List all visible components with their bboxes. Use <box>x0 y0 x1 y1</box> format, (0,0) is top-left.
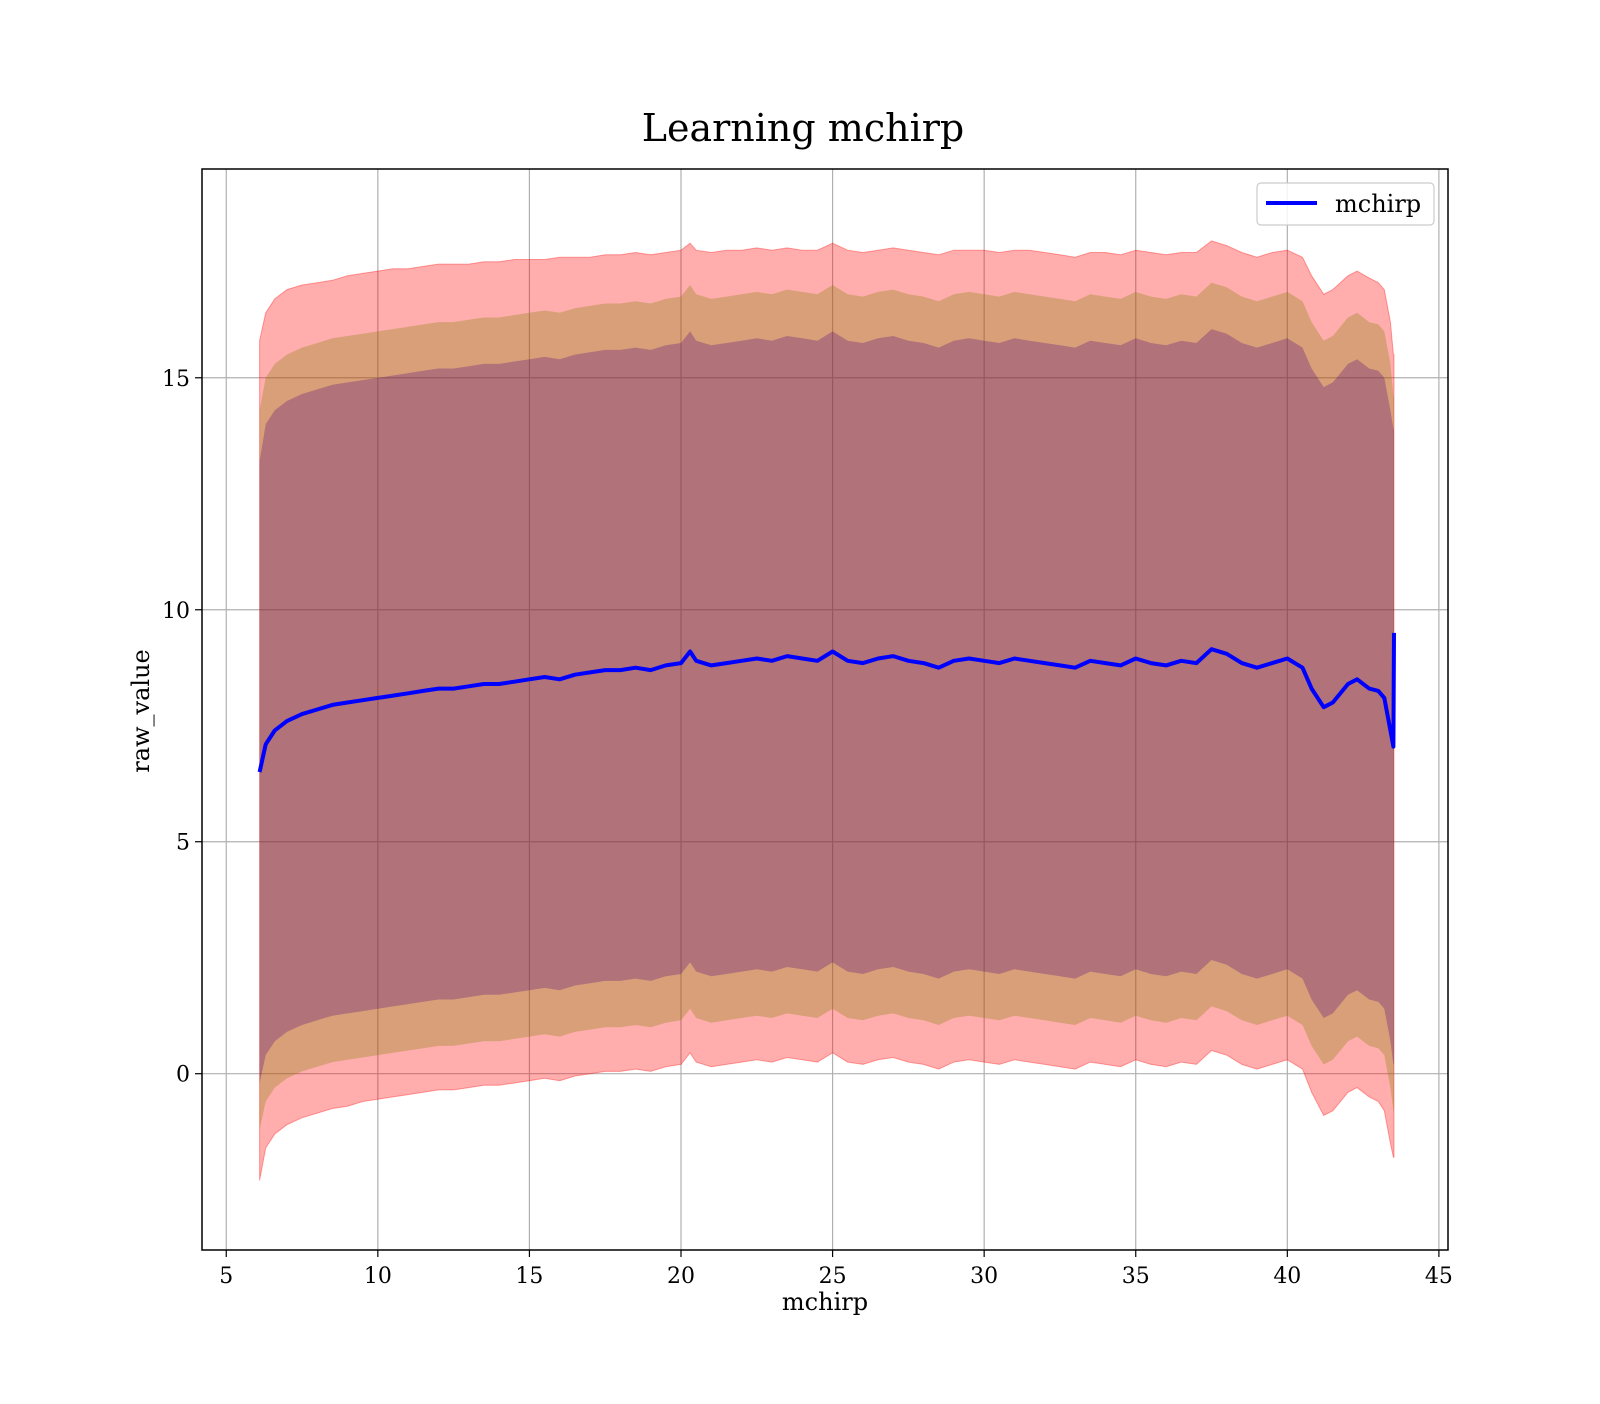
legend-box <box>1256 182 1435 226</box>
band-inner <box>259 329 1395 1084</box>
plot-frame <box>201 168 1449 1251</box>
x-tick-label: 35 <box>1122 1264 1150 1289</box>
band-middle <box>259 282 1395 1130</box>
y-tick-label: 5 <box>176 831 190 856</box>
legend: mchirp <box>1256 182 1435 226</box>
legend-label: mchirp <box>1335 190 1421 218</box>
band-outer <box>259 240 1395 1181</box>
grid <box>202 169 1448 1250</box>
y-tick-label: 0 <box>176 1063 190 1088</box>
x-tick-label: 15 <box>515 1264 543 1289</box>
chart-title: Learning mchirp <box>642 106 964 150</box>
series-line-mchirp <box>257 632 1396 773</box>
ticks: 5 10 15 20 25 30 35 40 45 0 5 10 15 <box>162 367 1453 1289</box>
y-axis-label: raw_value <box>127 649 155 773</box>
y-tick-label: 10 <box>162 599 190 624</box>
x-axis-label: mchirp <box>782 1288 868 1316</box>
x-tick-label: 10 <box>364 1264 392 1289</box>
bands <box>259 240 1395 1181</box>
x-tick-label: 25 <box>819 1264 847 1289</box>
x-tick-label: 20 <box>667 1264 695 1289</box>
x-tick-label: 40 <box>1273 1264 1301 1289</box>
y-tick-label: 15 <box>162 367 190 392</box>
series-lines <box>257 632 1396 773</box>
x-tick-label: 45 <box>1425 1264 1453 1289</box>
x-tick-label: 5 <box>219 1264 233 1289</box>
x-tick-label: 30 <box>970 1264 998 1289</box>
